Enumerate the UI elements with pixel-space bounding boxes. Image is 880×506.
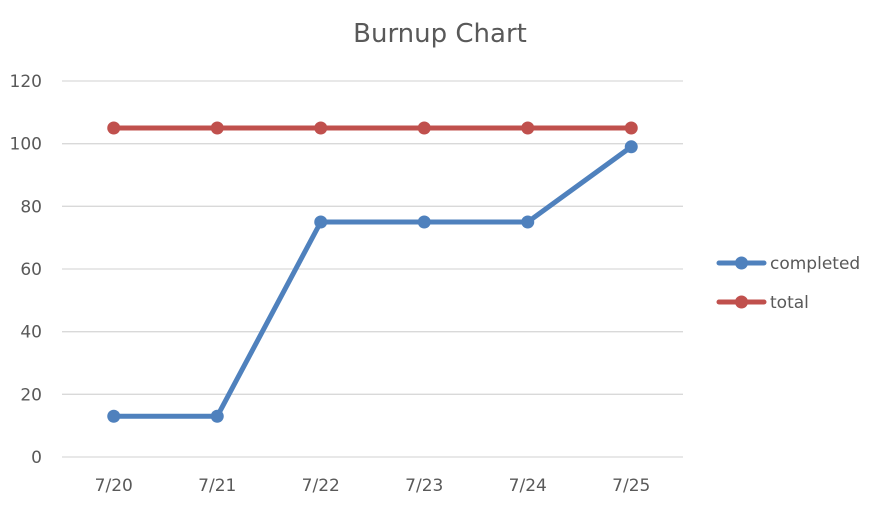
y-tick-label: 0 xyxy=(31,448,42,468)
y-tick-label: 60 xyxy=(20,260,42,280)
y-axis-ticks: 0 20 40 60 80 100 120 xyxy=(10,72,42,468)
data-point xyxy=(624,140,638,154)
y-tick-label: 100 xyxy=(10,135,42,155)
legend-label: total xyxy=(770,293,809,313)
data-point xyxy=(107,121,121,135)
x-tick-label: 7/24 xyxy=(509,476,547,496)
y-tick-label: 20 xyxy=(20,385,42,405)
series-line xyxy=(111,144,634,419)
series-completed xyxy=(107,140,638,423)
x-tick-label: 7/23 xyxy=(405,476,443,496)
data-point xyxy=(314,121,328,135)
data-point xyxy=(521,121,535,135)
y-tick-label: 120 xyxy=(10,72,42,92)
legend-swatch-marker xyxy=(735,295,748,309)
legend-label: completed xyxy=(770,254,860,274)
legend-swatch-marker xyxy=(735,256,748,270)
x-tick-label: 7/22 xyxy=(302,476,340,496)
data-point xyxy=(210,121,224,135)
series-lines xyxy=(107,121,638,423)
data-point xyxy=(107,409,121,423)
x-tick-label: 7/25 xyxy=(612,476,650,496)
data-point xyxy=(210,409,224,423)
chart-title: Burnup Chart xyxy=(353,19,527,49)
data-point xyxy=(417,215,431,229)
gridlines xyxy=(62,80,683,458)
x-axis-ticks: 7/20 7/21 7/22 7/23 7/24 7/25 xyxy=(95,476,651,496)
x-tick-label: 7/20 xyxy=(95,476,133,496)
data-point xyxy=(521,215,535,229)
data-point xyxy=(624,121,638,135)
legend-item: total xyxy=(716,293,809,313)
data-point xyxy=(314,215,328,229)
y-tick-label: 80 xyxy=(20,197,42,217)
x-tick-label: 7/21 xyxy=(198,476,236,496)
series-total xyxy=(107,121,638,135)
legend-item: completed xyxy=(716,254,860,274)
legend: completed total xyxy=(716,254,860,313)
data-point xyxy=(417,121,431,135)
y-tick-label: 40 xyxy=(20,323,42,343)
